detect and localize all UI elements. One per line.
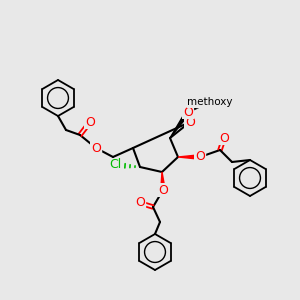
Polygon shape xyxy=(178,155,200,159)
Text: O: O xyxy=(135,196,145,209)
Text: O: O xyxy=(195,151,205,164)
Bar xyxy=(135,199,145,207)
Polygon shape xyxy=(161,172,165,190)
Bar xyxy=(219,134,229,142)
Bar xyxy=(195,153,205,161)
Text: Cl: Cl xyxy=(109,158,121,172)
Text: O: O xyxy=(185,116,195,128)
Text: O: O xyxy=(219,131,229,145)
Text: O: O xyxy=(85,116,95,128)
Bar xyxy=(91,144,101,152)
Bar xyxy=(196,98,224,106)
Bar xyxy=(109,160,122,169)
Bar xyxy=(85,118,95,126)
Text: O: O xyxy=(158,184,168,196)
Bar xyxy=(158,186,168,194)
Text: O: O xyxy=(183,106,193,118)
Text: O: O xyxy=(91,142,101,154)
Polygon shape xyxy=(170,111,190,138)
Bar xyxy=(183,108,193,116)
Text: methoxy: methoxy xyxy=(187,97,233,107)
Bar xyxy=(184,118,196,127)
